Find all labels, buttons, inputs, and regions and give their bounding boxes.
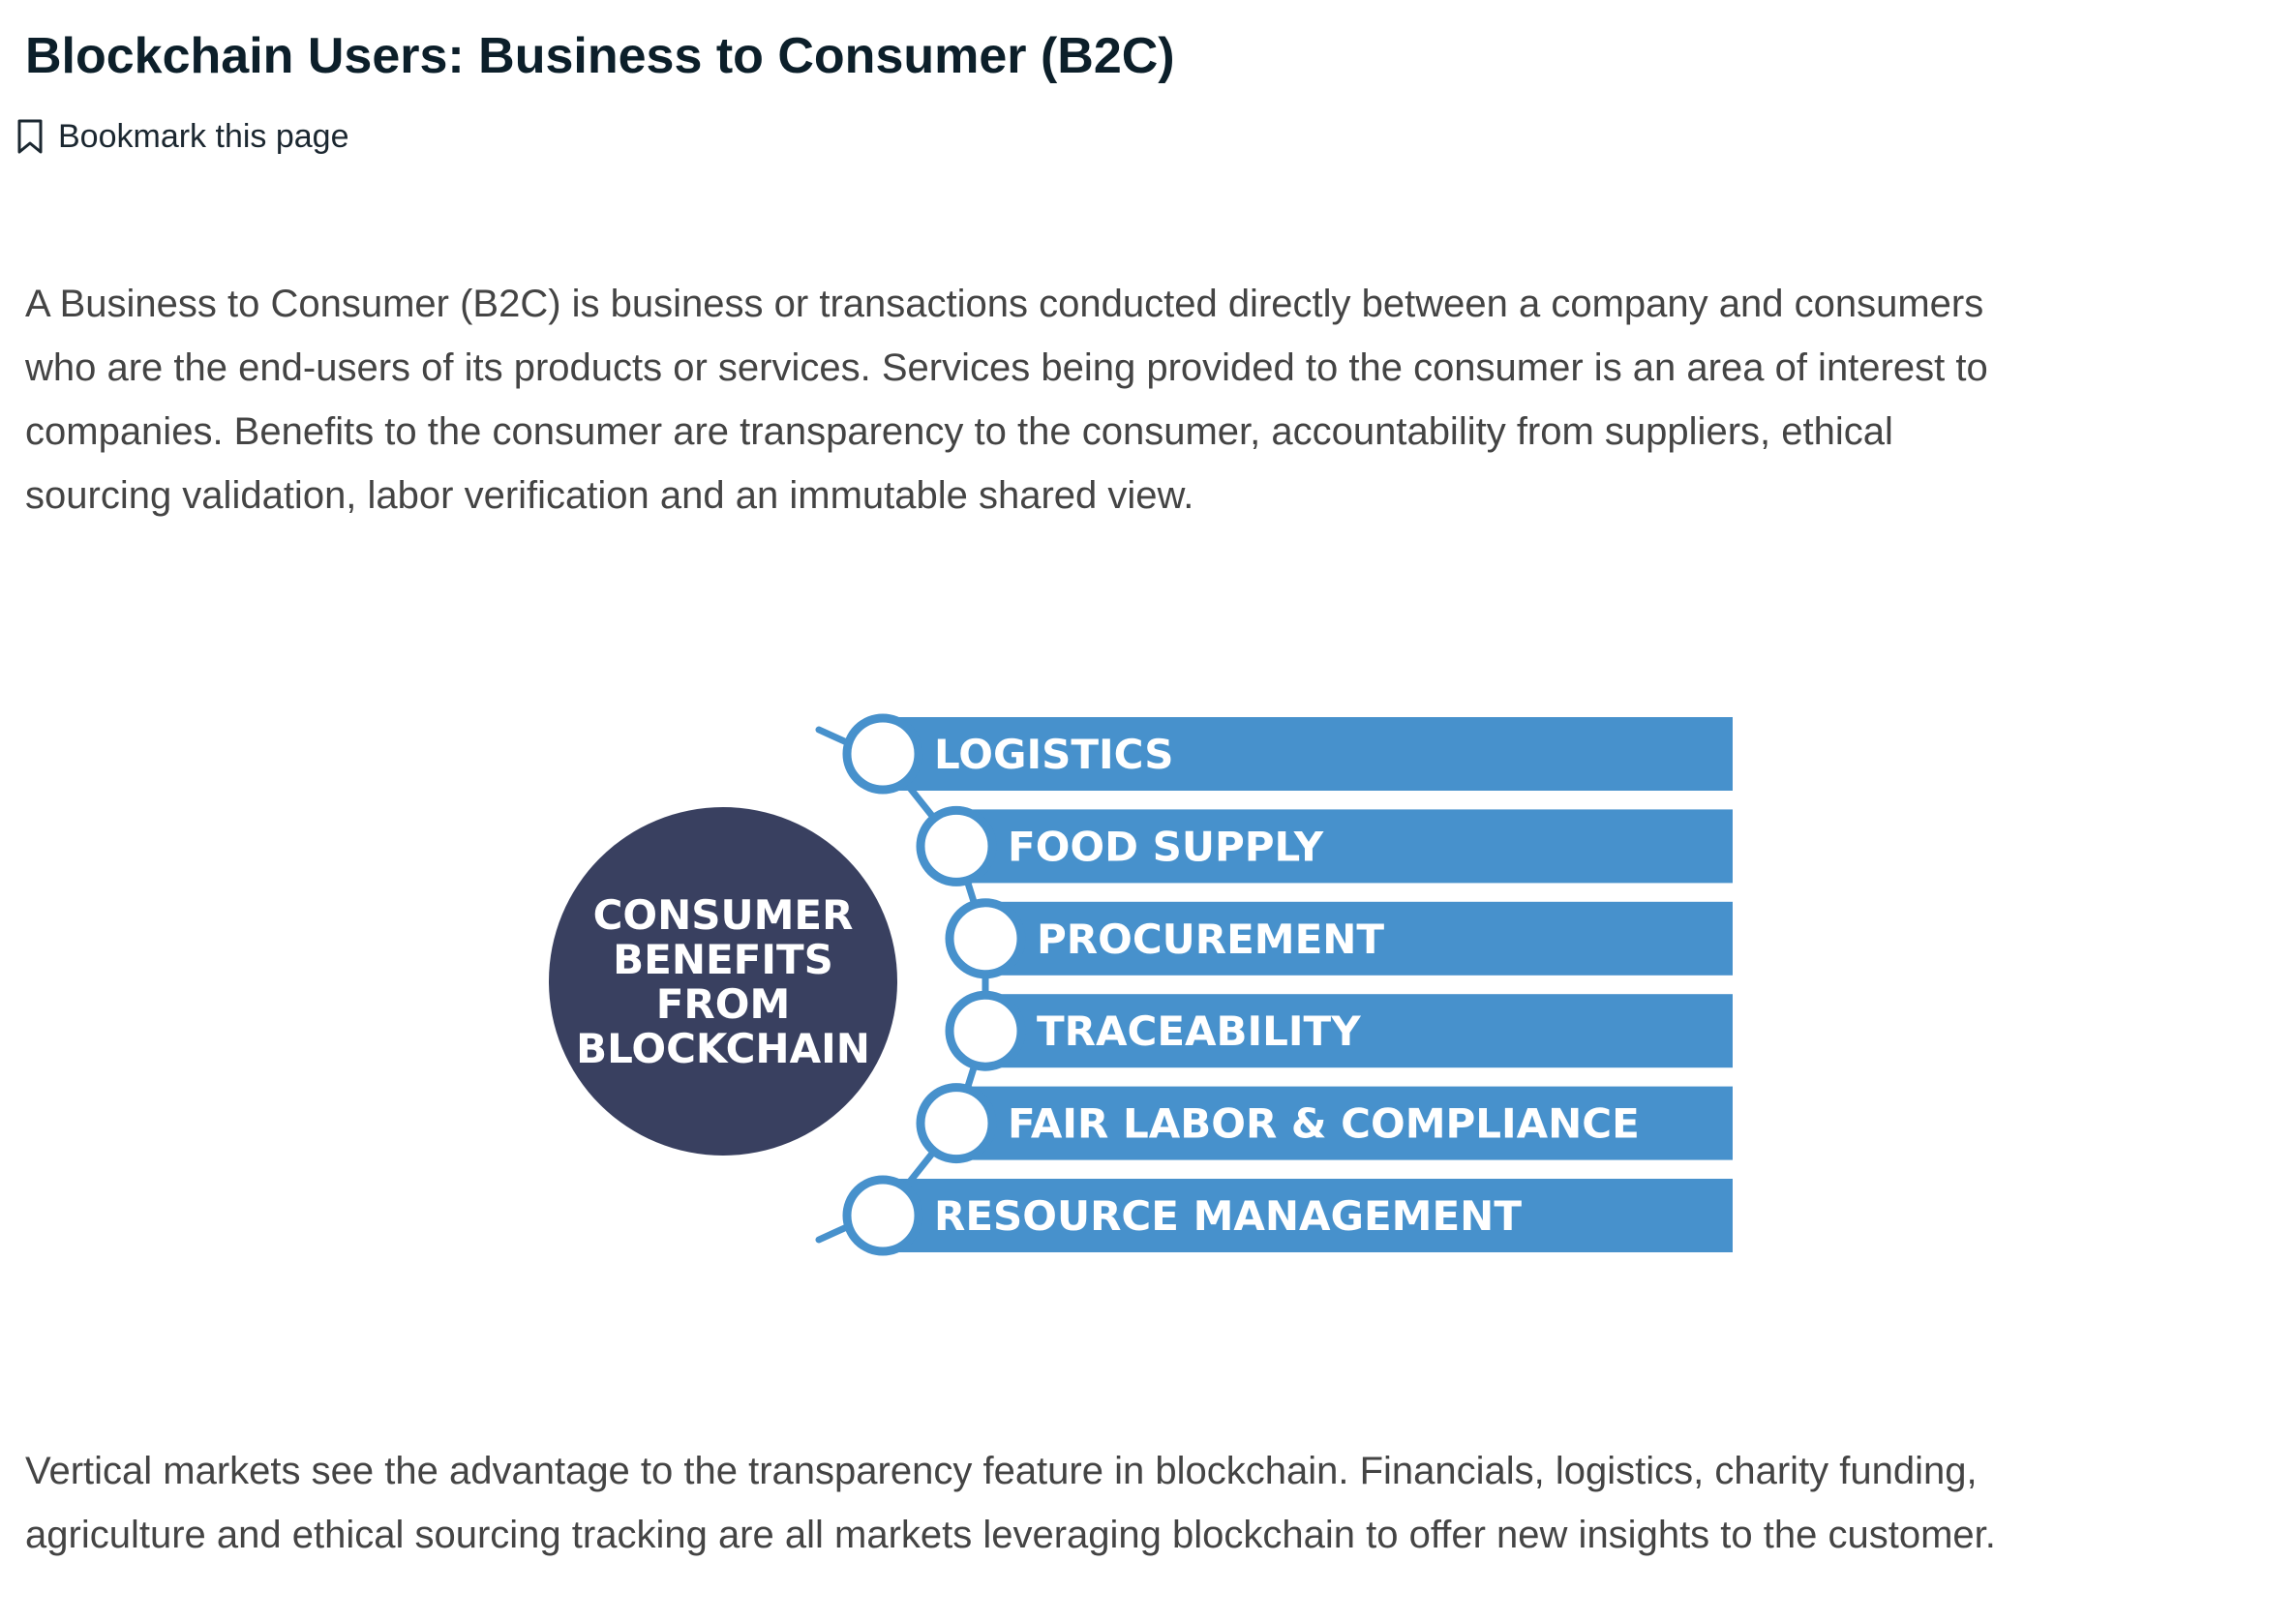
closing-line: agriculture and ethical sourcing trackin… — [25, 1514, 1996, 1556]
intro-line: A Business to Consumer (B2C) is business… — [25, 283, 1984, 325]
connector-tail — [815, 1221, 855, 1244]
hub-label-line: BENEFITS — [613, 936, 833, 983]
benefit-label: FOOD SUPPLY — [1008, 823, 1324, 870]
diagram-bars — [883, 717, 1733, 1252]
intro-line: sourcing validation, labor verification … — [25, 474, 1194, 517]
intro-paragraph: A Business to Consumer (B2C) is business… — [25, 272, 2271, 527]
connector-line — [952, 1027, 989, 1127]
bookmark-button[interactable]: Bookmark this page — [15, 114, 349, 159]
bookmark-icon — [17, 119, 43, 154]
benefit-label: RESOURCE MANAGEMENT — [934, 1192, 1522, 1240]
closing-paragraph: Vertical markets see the advantage to th… — [25, 1439, 2271, 1567]
benefit-ring — [916, 805, 997, 886]
benefit-label: FAIR LABOR & COMPLIANCE — [1008, 1100, 1640, 1148]
connector-line — [879, 1120, 960, 1219]
benefit-bar — [883, 1179, 1733, 1252]
benefit-label: PROCUREMENT — [1037, 916, 1384, 963]
benefit-ring — [945, 898, 1026, 979]
benefit-bar — [956, 809, 1733, 884]
benefit-ring — [916, 1083, 997, 1164]
hub-label-line: FROM — [656, 980, 791, 1028]
connector-line — [952, 842, 989, 943]
intro-line: who are the end-users of its products or… — [25, 346, 1988, 389]
benefit-ring — [842, 713, 923, 795]
page-title: Blockchain Users: Business to Consumer (… — [25, 28, 1175, 84]
closing-line: Vertical markets see the advantage to th… — [25, 1450, 1978, 1492]
diagram-rings — [842, 713, 1026, 1256]
bookmark-label: Bookmark this page — [58, 117, 349, 155]
intro-line: companies. Benefits to the consumer are … — [25, 410, 1893, 453]
benefit-label: LOGISTICS — [934, 731, 1173, 778]
diagram-connectors — [815, 726, 989, 1244]
hub-circle — [549, 807, 897, 1156]
benefit-bar — [985, 994, 1733, 1068]
benefit-label: TRACEABILITY — [1037, 1007, 1361, 1055]
benefit-ring — [945, 990, 1026, 1071]
hub-label-line: CONSUMER — [593, 891, 854, 939]
benefit-bar — [985, 901, 1733, 976]
diagram-labels: LOGISTICS FOOD SUPPLY PROCUREMENT TRACEABIL… — [934, 731, 1640, 1240]
benefit-bar — [883, 717, 1733, 791]
benefit-ring — [842, 1175, 923, 1256]
connector-line — [879, 750, 960, 850]
connector-tail — [815, 726, 855, 748]
benefit-bar — [956, 1086, 1733, 1160]
hub-label-line: BLOCKCHAIN — [576, 1025, 870, 1072]
